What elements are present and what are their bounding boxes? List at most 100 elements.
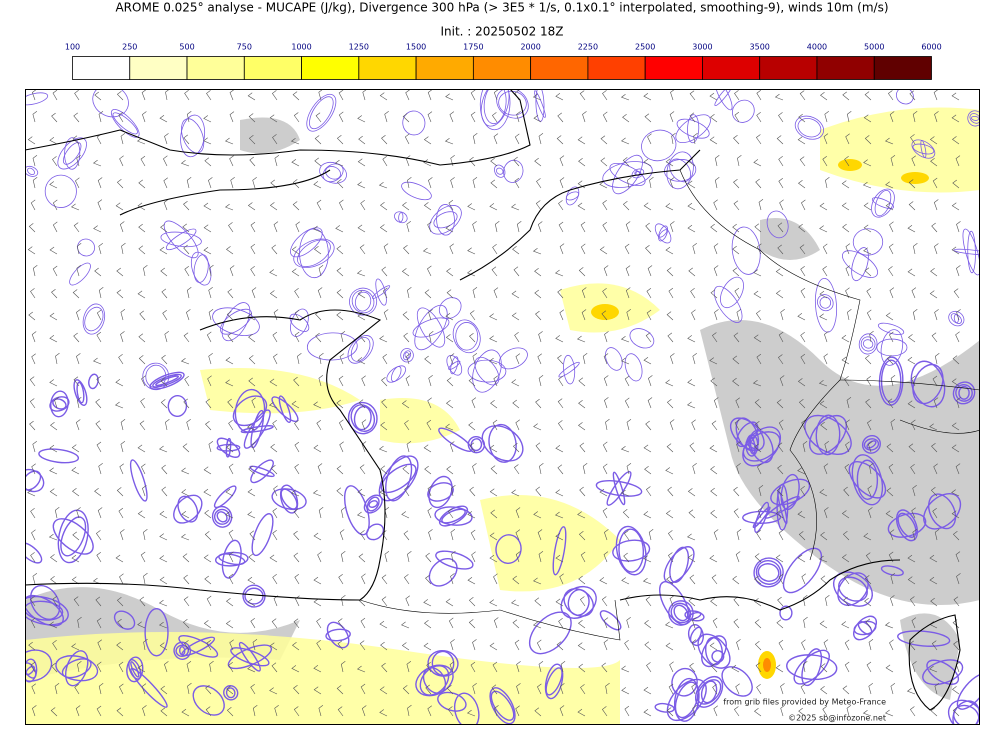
wind-barb — [293, 684, 300, 695]
wind-barb — [403, 244, 410, 255]
wind-barb — [516, 683, 521, 695]
wind-barb — [158, 445, 168, 453]
wind-barb — [204, 157, 212, 167]
wind-barb — [470, 111, 476, 123]
wind-barb — [359, 244, 366, 255]
wind-barb — [603, 551, 609, 563]
wind-barb — [294, 441, 300, 453]
wind-barb — [800, 265, 806, 277]
wind-barb — [599, 246, 608, 255]
wind-barb — [406, 353, 411, 365]
wind-barb — [911, 375, 916, 387]
wind-barb — [581, 309, 587, 321]
wind-barb — [183, 574, 190, 585]
wind-barb — [864, 575, 872, 585]
colorbar-box — [816, 56, 875, 80]
credit: from grib files provided by Meteo-France — [723, 698, 886, 707]
contour — [92, 89, 129, 118]
wind-barb — [866, 287, 872, 299]
wind-barb — [406, 441, 412, 453]
wind-barb — [691, 683, 696, 695]
wind-barb — [731, 664, 740, 673]
wind-barb — [753, 334, 762, 343]
wind-barb — [665, 621, 674, 629]
contour — [819, 296, 832, 309]
contour — [219, 308, 253, 335]
wind-barb — [186, 309, 191, 321]
wind-barb — [645, 332, 652, 343]
contour — [488, 423, 517, 463]
wind-barb — [643, 202, 652, 211]
wind-barb — [116, 267, 124, 277]
wind-barb — [734, 90, 740, 101]
wind-barb — [49, 246, 58, 255]
wind-barb — [802, 594, 808, 607]
wind-barb — [270, 465, 278, 475]
wind-barb — [448, 617, 454, 629]
contour — [149, 371, 185, 390]
contour — [38, 448, 80, 464]
contour — [160, 231, 202, 248]
wind-barb — [933, 463, 938, 475]
wind-barb — [140, 155, 146, 167]
contour — [271, 396, 299, 423]
wind-barb — [96, 375, 102, 387]
colorbar-box — [358, 56, 417, 80]
contour — [956, 673, 980, 710]
contour — [948, 310, 965, 327]
wind-barb — [381, 596, 388, 607]
wind-barb — [161, 464, 168, 475]
wind-barb — [909, 90, 916, 101]
wind-barb — [120, 309, 126, 321]
wind-barb — [184, 265, 190, 277]
colorbar-tick-label: 750 — [237, 43, 252, 52]
colorbar-tick-label: 2500 — [635, 43, 655, 52]
contour — [64, 137, 81, 170]
wind-barb — [423, 599, 432, 607]
wind-barb — [406, 221, 411, 233]
wind-barb — [360, 617, 366, 629]
contour — [240, 425, 274, 434]
wind-barb — [951, 136, 960, 145]
wind-barb — [52, 265, 58, 277]
wind-barb — [669, 419, 675, 431]
wind-barb — [843, 486, 850, 497]
contour — [495, 534, 522, 565]
wind-barb — [582, 462, 588, 475]
wind-barb — [777, 596, 784, 607]
wind-barb — [337, 706, 344, 717]
wind-barb — [535, 398, 542, 409]
wind-barb — [446, 685, 454, 695]
wind-barb — [869, 462, 874, 475]
wind-barb — [868, 507, 873, 519]
wind-barb — [844, 156, 850, 167]
wind-barb — [274, 705, 279, 717]
wind-barb — [28, 223, 36, 233]
wind-barb — [159, 642, 168, 651]
wind-barb — [737, 154, 742, 167]
wind-barb — [912, 529, 917, 541]
wind-barb — [247, 598, 256, 607]
wind-barb — [208, 308, 214, 321]
wind-barb — [603, 265, 609, 277]
wind-barb — [780, 309, 785, 321]
wind-barb — [49, 422, 58, 431]
wind-barb — [538, 374, 544, 387]
wind-barb — [669, 177, 675, 189]
wind-barb — [867, 485, 872, 497]
wind-barb — [356, 511, 366, 519]
wind-barb — [225, 511, 234, 519]
wind-barb — [557, 398, 564, 409]
wind-barb — [29, 420, 36, 431]
wind-barb — [98, 286, 104, 299]
wind-barb — [424, 355, 432, 365]
wind-barb — [577, 642, 586, 651]
wind-barb — [249, 156, 256, 167]
colorbar-tick-label: 250 — [122, 43, 137, 52]
wind-barb — [777, 222, 784, 233]
wind-barb — [951, 422, 960, 431]
wind-barb — [951, 378, 960, 387]
wind-barb — [338, 111, 344, 123]
contour — [325, 628, 351, 642]
